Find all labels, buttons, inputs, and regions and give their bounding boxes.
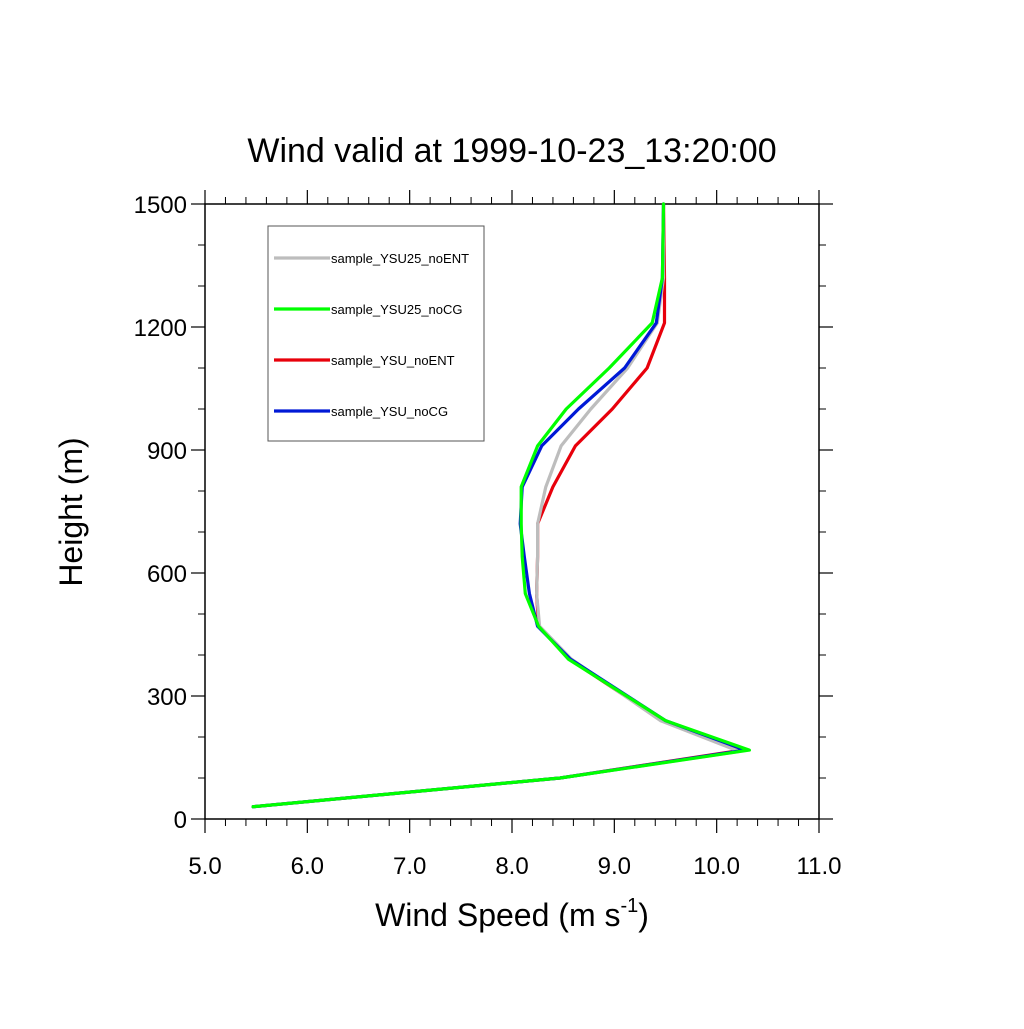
x-axis-title-superscript: -1 xyxy=(620,895,638,917)
x-tick-label: 7.0 xyxy=(393,853,426,880)
legend-box xyxy=(267,225,485,442)
x-tick-label: 9.0 xyxy=(598,853,631,880)
x-axis-title-suffix: ) xyxy=(638,897,649,933)
y-tick-label: 300 xyxy=(147,684,187,711)
y-tick-label: 0 xyxy=(174,807,187,834)
y-tick-label: 900 xyxy=(147,438,187,465)
y-tick-label: 1500 xyxy=(134,192,187,219)
legend-label: sample_YSU_noENT xyxy=(331,353,455,368)
legend: sample_YSU25_noENT sample_YSU25_noCGsampl… xyxy=(274,251,469,419)
legend-label: sample_YSU25_noCG xyxy=(331,302,463,317)
x-tick-label: 8.0 xyxy=(495,853,528,880)
legend-label: sample_YSU25_noENT xyxy=(331,251,469,266)
x-tick-label: 11.0 xyxy=(797,853,842,880)
y-axis-title: Height (m) xyxy=(53,437,89,586)
series-lines xyxy=(251,202,752,809)
y-tick-label: 1200 xyxy=(134,315,187,342)
x-tick-label: 5.0 xyxy=(188,853,221,880)
x-axis-title-main: Wind Speed (m s xyxy=(375,897,620,933)
legend-label: sample_YSU_noCG xyxy=(331,404,448,419)
series-line-sample_YSU25_noENT xyxy=(251,202,741,809)
x-tick-label: 10.0 xyxy=(693,853,740,880)
chart-title: Wind valid at 1999-10-23_13:20:00 xyxy=(247,132,776,170)
ticks-layer: 5.0 6.0 7.0 8.0 9.0 10.0 11.0 0 300 600 900 1200 150… xyxy=(134,190,842,880)
series-line-sample_YSU25_noCG xyxy=(251,202,752,809)
x-axis-title: Wind Speed (m s-1) xyxy=(375,895,649,933)
x-tick-label: 6.0 xyxy=(291,853,324,880)
y-tick-label: 600 xyxy=(147,561,187,588)
